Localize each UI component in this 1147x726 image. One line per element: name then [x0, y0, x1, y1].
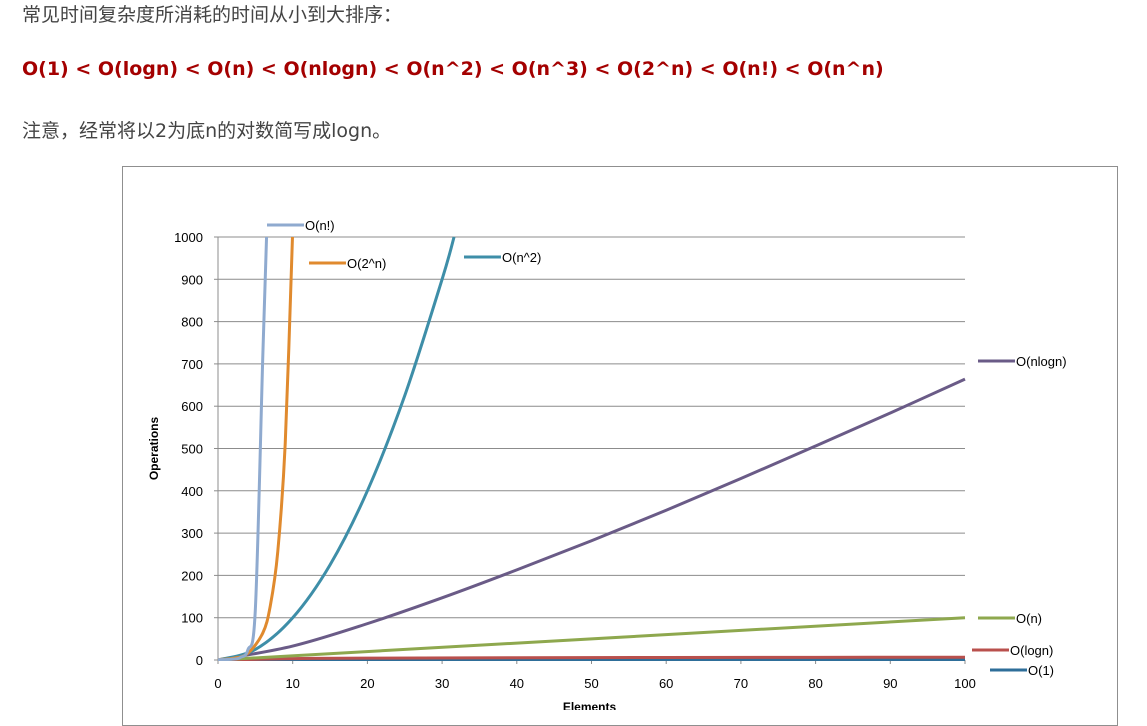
- y-tick-label: 300: [181, 526, 203, 541]
- x-axis-title: Elements: [563, 700, 617, 710]
- y-tick-label: 900: [181, 272, 203, 287]
- chart-frame: [122, 166, 1118, 726]
- series-line-1: [218, 236, 269, 661]
- complexity-chart: 0 100 200 300 400 500 600 700 800 900 1000 0 10 20 30 4…: [147, 218, 1067, 710]
- y-tick-label: 600: [181, 399, 203, 414]
- legend-label-2: O(2^n): [347, 256, 386, 271]
- x-tick-label: 10: [285, 676, 299, 691]
- legend-label-6: O(logn): [1010, 643, 1053, 658]
- legend-label-5: O(n): [1016, 611, 1042, 626]
- legend-label-4: O(nlogn): [1016, 354, 1067, 369]
- x-tick-label: 80: [808, 676, 822, 691]
- y-tick-label: 500: [181, 442, 203, 457]
- note-text: 注意，经常将以2为底n的对数简写成logn。: [22, 120, 392, 142]
- y-tick-label: 1000: [174, 230, 203, 245]
- y-axis-title: Operations: [147, 417, 161, 481]
- x-tick-label: 20: [360, 676, 374, 691]
- legend-label-7: O(1): [1028, 663, 1054, 678]
- series-line-3: [218, 236, 456, 661]
- legend-label-1: O(n!): [305, 218, 335, 233]
- y-tick-label: 700: [181, 357, 203, 372]
- y-tick-label: 800: [181, 315, 203, 330]
- legend-label-3: O(n^2): [502, 250, 541, 265]
- y-tick-label: 0: [196, 653, 203, 668]
- heading-text: 常见时间复杂度所消耗的时间从小到大排序：: [22, 4, 403, 26]
- y-tick-label: 400: [181, 484, 203, 499]
- x-tick-label: 30: [435, 676, 449, 691]
- series-line-4: [218, 377, 966, 661]
- x-tick-label: 40: [510, 676, 524, 691]
- complexity-order-text: O(1) < O(logn) < O(n) < O(nlogn) < O(n^2…: [22, 58, 884, 80]
- y-tick-label: 200: [181, 568, 203, 583]
- x-tick-label: 90: [883, 676, 897, 691]
- series-line-6: [225, 655, 966, 661]
- x-tick-label: 60: [659, 676, 673, 691]
- x-tick-label: 50: [584, 676, 598, 691]
- y-tick-label: 100: [181, 611, 203, 626]
- x-tick-label: 100: [954, 676, 976, 691]
- series-line-5: [218, 616, 966, 661]
- x-tick-label: 70: [734, 676, 748, 691]
- x-tick-label: 0: [214, 676, 221, 691]
